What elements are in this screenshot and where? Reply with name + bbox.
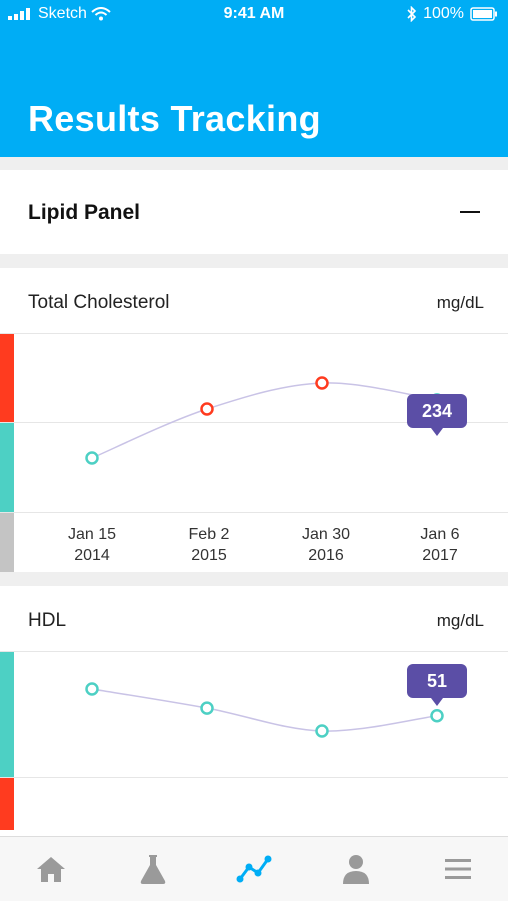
- carrier-label: Sketch: [38, 5, 87, 22]
- status-time: 9:41 AM: [223, 5, 285, 22]
- signal-icon: [8, 8, 30, 20]
- normal-range-band: [0, 652, 14, 777]
- hdl-card: HDL mg/dL 51: [0, 586, 508, 836]
- x-label-0: Jan 15 2014: [67, 526, 117, 564]
- cholesterol-unit: mg/dL: [436, 293, 484, 312]
- divider: [0, 422, 508, 423]
- trends-icon: [236, 855, 272, 883]
- value-callout: 234: [407, 394, 467, 436]
- battery-label: 100%: [423, 5, 464, 22]
- data-point[interactable]: [200, 402, 214, 416]
- divider: [0, 333, 508, 334]
- data-point[interactable]: [315, 724, 329, 738]
- app-header: Results Tracking: [0, 30, 508, 157]
- divider: [0, 651, 508, 652]
- wifi-icon: [91, 7, 111, 21]
- series-line: [91, 688, 438, 732]
- panel-title: Lipid Panel: [28, 201, 141, 224]
- low-range-band: [0, 513, 14, 572]
- normal-range-band: [0, 423, 14, 512]
- battery-icon: [470, 7, 497, 21]
- bluetooth-icon: [407, 6, 417, 22]
- home-icon: [37, 857, 65, 882]
- tab-home[interactable]: [31, 851, 71, 887]
- hdl-unit: mg/dL: [436, 611, 484, 630]
- high-range-band: [0, 334, 14, 422]
- menu-icon: [445, 859, 471, 879]
- cholesterol-title: Total Cholesterol: [28, 292, 170, 313]
- divider: [0, 777, 508, 778]
- x-label-1: Feb 2 2015: [188, 526, 230, 564]
- lipid-panel-header[interactable]: Lipid Panel: [0, 170, 508, 254]
- profile-icon: [343, 855, 369, 884]
- x-label-2: Jan 30 2016: [301, 526, 351, 564]
- status-bar: Sketch 9:41 AM 100%: [0, 0, 508, 30]
- series-line: [91, 382, 438, 459]
- data-point[interactable]: [85, 451, 99, 465]
- page-title: Results Tracking: [28, 98, 321, 139]
- tab-lab[interactable]: [133, 851, 173, 887]
- x-label-3: Jan 6 2017: [420, 526, 460, 564]
- data-point[interactable]: [200, 701, 214, 715]
- lab-flask-icon: [140, 855, 166, 884]
- cholesterol-card: Total Cholesterol mg/dL Jan 15 2014 Feb 2…: [0, 268, 508, 572]
- data-point[interactable]: [85, 682, 99, 696]
- value-callout: 51: [407, 664, 467, 706]
- status-left: Sketch: [8, 5, 111, 23]
- data-point[interactable]: [430, 708, 444, 723]
- tab-profile[interactable]: [336, 851, 376, 887]
- hdl-title: HDL: [28, 610, 67, 631]
- data-point[interactable]: [315, 376, 329, 390]
- divider: [0, 512, 508, 513]
- status-right: 100%: [407, 5, 498, 23]
- tab-trends[interactable]: [234, 851, 274, 887]
- tab-bar: [0, 836, 508, 901]
- tab-menu[interactable]: [438, 851, 478, 887]
- hdl-chart: [85, 682, 444, 738]
- minus-icon[interactable]: [460, 211, 480, 213]
- low-range-band: [0, 778, 14, 830]
